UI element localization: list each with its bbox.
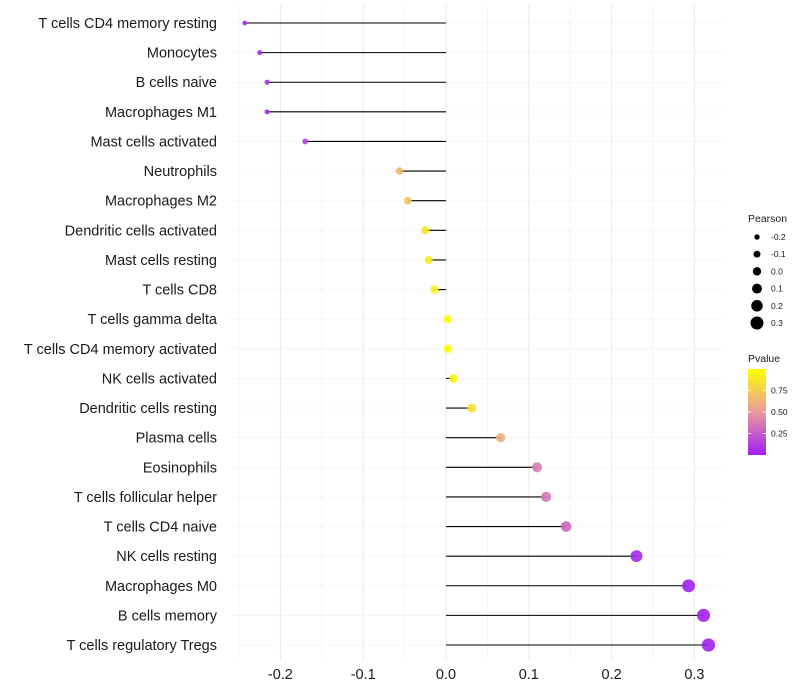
y-tick-label: Dendritic cells activated — [65, 223, 217, 239]
legend-size-key — [752, 267, 762, 276]
legend-pvalue-title: Pvalue — [748, 353, 780, 365]
point — [449, 374, 458, 383]
point — [560, 521, 572, 532]
legend-pvalue-label: 0.75 — [771, 386, 788, 396]
y-tick-label: Monocytes — [147, 46, 217, 62]
point — [395, 167, 404, 175]
legend-pvalue-label: 0.25 — [771, 429, 788, 439]
x-tick-label: 0.3 — [684, 667, 704, 683]
y-tick-label: Mast cells activated — [90, 134, 217, 150]
legend-size-label: -0.2 — [771, 232, 786, 242]
point — [532, 462, 543, 473]
y-tick-label: Plasma cells — [136, 431, 217, 447]
legend-pvalue-label: 0.50 — [771, 407, 788, 417]
y-tick-label: Macrophages M2 — [105, 194, 217, 210]
point — [424, 255, 433, 265]
point — [421, 226, 430, 235]
stems — [244, 22, 709, 646]
point — [630, 550, 643, 563]
pvalue-colorbar — [748, 369, 766, 455]
y-tick-label: T cells CD4 memory resting — [38, 16, 217, 32]
x-tick-label: 0.1 — [519, 667, 539, 683]
legend-size-key — [754, 234, 760, 240]
x-tick-label: 0.2 — [602, 667, 622, 683]
y-tick-label: Macrophages M1 — [105, 105, 217, 121]
y-tick-label: T cells follicular helper — [74, 490, 217, 506]
point — [443, 314, 452, 324]
y-tick-label: Macrophages M0 — [105, 579, 217, 595]
legend-pearson: Pearson -0.2 -0.1 0.0 0.1 0.2 0.3 — [748, 213, 787, 330]
y-tick-label: NK cells resting — [116, 549, 217, 565]
legend-size-key — [753, 250, 761, 258]
y-tick-label: Mast cells resting — [105, 253, 217, 269]
y-tick-label: T cells gamma delta — [88, 312, 218, 328]
legend-size-label: 0.3 — [771, 318, 783, 328]
x-tick-label: -0.2 — [268, 667, 293, 683]
y-tick-label: B cells naive — [136, 75, 217, 91]
legend-pvalue: Pvalue 0.25 0.50 0.75 — [748, 353, 788, 455]
legend-size-key — [750, 316, 764, 330]
point — [430, 285, 439, 294]
points — [242, 20, 716, 652]
point — [541, 491, 552, 503]
x-axis-ticks: -0.2 -0.1 0.0 0.1 0.2 0.3 — [268, 667, 705, 683]
legend-pearson-title: Pearson — [748, 213, 787, 225]
point — [467, 403, 477, 413]
legend-size-label: -0.1 — [771, 249, 786, 259]
y-tick-label: Eosinophils — [143, 460, 217, 476]
point — [302, 138, 309, 145]
y-tick-label: T cells CD4 naive — [104, 520, 217, 536]
point — [443, 344, 452, 354]
grid-lines — [230, 5, 724, 660]
point — [701, 638, 716, 652]
point — [264, 109, 270, 115]
point — [242, 20, 248, 26]
point — [696, 608, 711, 622]
y-tick-label: T cells CD4 memory activated — [24, 342, 217, 358]
y-tick-label: Neutrophils — [144, 164, 217, 180]
y-axis-labels: T cells CD4 memory resting Monocytes B cel… — [24, 16, 218, 654]
legend-size-label: 0.2 — [771, 301, 783, 311]
y-tick-label: T cells regulatory Tregs — [67, 638, 217, 654]
y-tick-label: T cells CD8 — [142, 283, 217, 299]
legend-size-label: 0.0 — [771, 266, 783, 276]
y-tick-label: Dendritic cells resting — [79, 401, 217, 417]
point — [682, 579, 696, 593]
y-tick-label: NK cells activated — [102, 371, 217, 387]
point — [495, 432, 506, 443]
x-tick-label: -0.1 — [351, 667, 376, 683]
x-tick-label: 0.0 — [436, 667, 456, 683]
legend-size-label: 0.1 — [771, 284, 783, 294]
point — [264, 79, 270, 85]
y-tick-label: B cells memory — [118, 608, 218, 624]
point — [257, 50, 263, 56]
legend-size-key — [751, 300, 763, 312]
legend-size-key — [752, 283, 762, 294]
point — [404, 196, 412, 205]
